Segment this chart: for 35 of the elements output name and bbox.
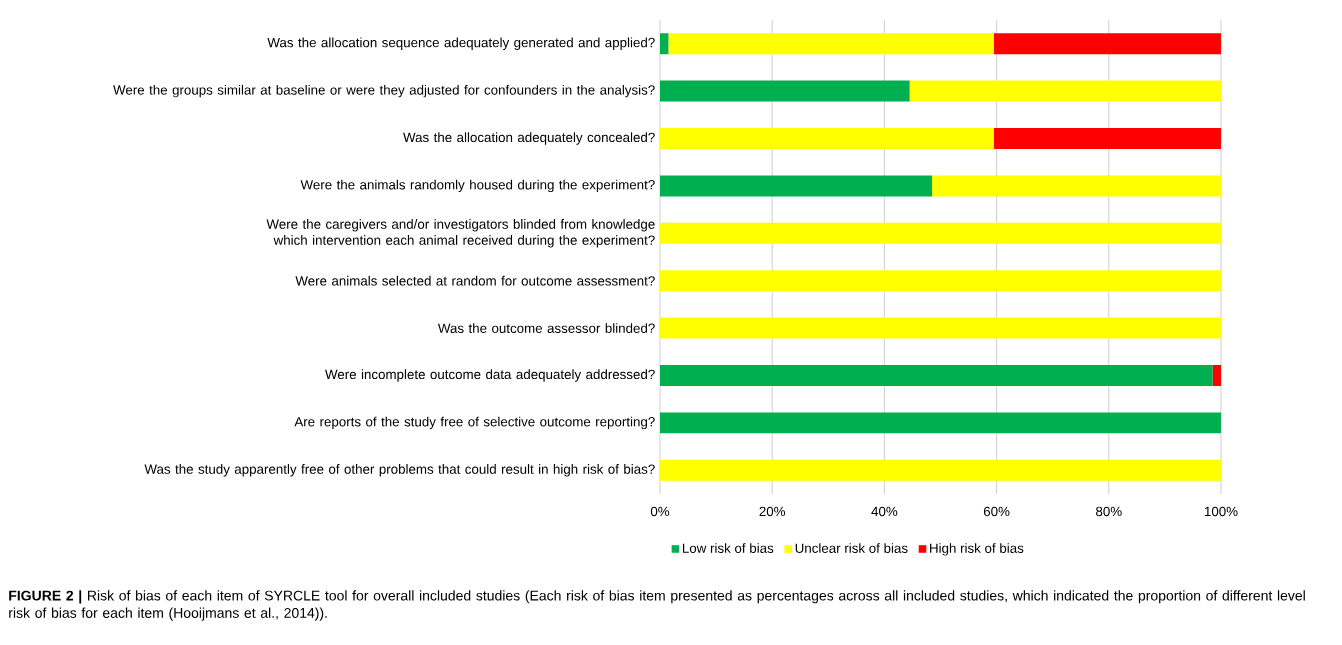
bar (660, 459, 1221, 481)
x-tick-label: 100% (1204, 506, 1238, 517)
x-tick-label: 40% (871, 506, 898, 517)
x-tick-label: 20% (759, 506, 786, 517)
text: FIGURE 2 | Risk of bias of each item of SYRCLE tool for overall included studies (Each risk of bias item presented as percentages across all included studies, which indicated the proportion of different level risk of bias for each item (Hooijmans et al., 2014)). (9, 590, 1305, 621)
y-tick-label: Was the allocation adequately concealed? (403, 132, 655, 145)
x-tick-label: 80% (1096, 506, 1122, 517)
bar (993, 33, 1221, 55)
y-tick-label: Was the allocation sequence adequately generated and applied? (267, 37, 655, 50)
bar (660, 365, 1213, 386)
bar (660, 175, 933, 197)
y-tick-label: Are reports of the study free of selective outcome reporting? (294, 416, 655, 430)
bar (993, 128, 1221, 149)
y-tick-label: Were animals selected at random for outcome assessment? (295, 275, 655, 286)
bar (660, 270, 1221, 292)
y-tick-label: Was the study apparently free of other problems that could result in high risk of bias? (144, 464, 655, 477)
legend-label: High risk of bias (930, 543, 1024, 556)
bar (668, 33, 994, 55)
bar (660, 317, 1221, 339)
y-tick-label: Were the caregivers and/or investigators blinded from knowledge which intervention each animal received during the experiment? (266, 219, 655, 248)
legend-label: Unclear risk of bias (795, 543, 908, 553)
y-tick-label: Were the animals randomly housed during the experiment? (300, 179, 655, 193)
x-tick-label: 0% (650, 506, 670, 517)
bar (660, 412, 1221, 434)
y-tick-label: Were the groups similar at baseline or were they adjusted for confounders in the analysis? (113, 84, 655, 98)
bar (660, 128, 994, 149)
bar (660, 33, 669, 55)
bar (932, 175, 1221, 197)
legend-label: Low risk of bias (682, 543, 774, 553)
x-tick-label: 60% (983, 506, 1010, 517)
bar (909, 80, 1221, 102)
bar (660, 80, 910, 102)
y-tick-label: Were incomplete outcome data adequately addressed? (325, 369, 655, 382)
bar (660, 222, 1221, 244)
y-tick-label: Was the outcome assessor blinded? (437, 323, 655, 333)
